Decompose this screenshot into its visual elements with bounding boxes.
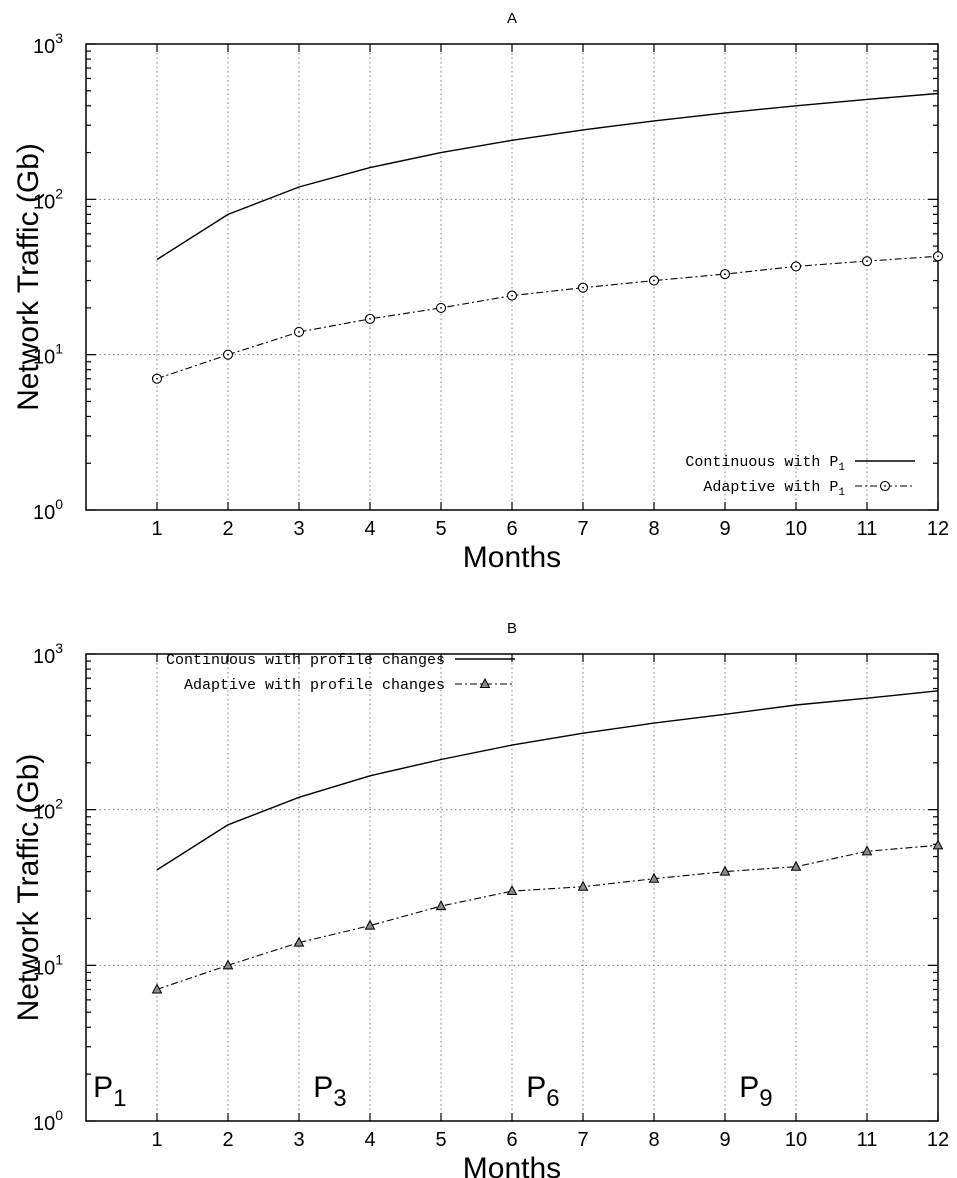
data-point — [435, 900, 447, 911]
y-tick-label: 102 — [33, 185, 63, 213]
y-axis-label: Network Traffic (Gb) — [12, 143, 45, 411]
legend-label: Continuous with P1 — [685, 454, 845, 474]
y-tick-label: 100 — [33, 1107, 63, 1135]
data-point — [648, 275, 660, 286]
x-tick-label: 5 — [435, 1129, 446, 1151]
x-tick-label: 1 — [151, 518, 162, 540]
x-tick-label: 3 — [293, 1129, 304, 1151]
data-point — [151, 373, 163, 384]
period-annotation: P9 — [739, 1071, 772, 1112]
legend-label: Adaptive with P1 — [703, 479, 845, 499]
x-tick-label: 5 — [435, 518, 446, 540]
y-tick-label: 101 — [33, 951, 63, 979]
x-tick-label: 9 — [719, 1129, 730, 1151]
y-axis-label: Network Traffic (Gb) — [12, 754, 45, 1022]
data-point — [719, 269, 731, 280]
data-point — [719, 865, 731, 876]
x-tick-label: 4 — [364, 518, 375, 540]
x-tick-label: 12 — [927, 1129, 949, 1151]
y-tick-label: 103 — [33, 30, 63, 58]
legend-entry-2: Adaptive with P1 — [703, 479, 915, 499]
data-point — [293, 936, 305, 947]
series-line-2 — [156, 255, 939, 380]
period-annotation: P6 — [526, 1071, 559, 1112]
x-tick-label: 7 — [577, 518, 588, 540]
data-point — [861, 845, 873, 856]
x-tick-label: 2 — [222, 518, 233, 540]
x-tick-label: 6 — [506, 518, 517, 540]
x-tick-label: 7 — [577, 1129, 588, 1151]
x-tick-label: 3 — [293, 518, 304, 540]
series-line-1 — [156, 92, 939, 261]
data-point — [506, 290, 518, 301]
data-point — [506, 884, 518, 896]
x-tick-label: 10 — [785, 518, 807, 540]
data-point — [151, 983, 163, 994]
x-axis-label: Months — [463, 1152, 561, 1178]
x-tick-label: 1 — [151, 1129, 162, 1151]
data-point — [364, 313, 376, 324]
chart-title: A — [507, 10, 517, 27]
x-tick-label: 9 — [719, 518, 730, 540]
data-point — [222, 959, 234, 970]
x-tick-label: 11 — [857, 1129, 878, 1151]
data-point — [790, 261, 802, 272]
chart-panel-a: 1 2 3 4 5 6 7 8 9 10 11 12100101102103AMonthsNetwor… — [12, 10, 949, 574]
series-line-2 — [156, 844, 939, 990]
data-point — [435, 302, 447, 313]
data-point — [648, 872, 660, 883]
y-tick-label: 102 — [33, 796, 63, 824]
legend-marker — [479, 677, 491, 688]
y-tick-label: 103 — [33, 640, 63, 668]
x-axis-label: Months — [463, 541, 561, 574]
legend-entry-1: Continuous with P1 — [685, 454, 915, 474]
data-point — [222, 349, 234, 360]
data-point — [364, 919, 376, 930]
legend-entry-2: Adaptive with profile changes — [184, 677, 515, 694]
series-line-1 — [156, 690, 939, 871]
chart-panel-b: 1 2 3 4 5 6 7 8 9 10 11 12100101102103BMonthsNetwor… — [12, 620, 949, 1178]
data-point — [577, 880, 589, 891]
y-tick-label: 100 — [33, 496, 63, 524]
x-tick-label: 8 — [648, 1129, 659, 1151]
legend-label: Adaptive with profile changes — [184, 677, 445, 694]
data-point — [577, 282, 589, 293]
data-point — [861, 256, 873, 267]
data-point — [932, 251, 944, 262]
legend-label: Continuous with profile changes — [166, 652, 445, 669]
x-tick-label: 10 — [785, 1129, 807, 1151]
x-tick-label: 2 — [222, 1129, 233, 1151]
x-tick-label: 8 — [648, 518, 659, 540]
data-point — [932, 839, 944, 850]
data-point — [293, 326, 305, 338]
x-tick-label: 12 — [927, 518, 949, 540]
data-point — [790, 860, 802, 871]
y-tick-label: 101 — [33, 341, 63, 369]
chart-title: B — [507, 620, 517, 637]
legend-entry-1: Continuous with profile changes — [166, 652, 515, 669]
x-tick-label: 4 — [364, 1129, 375, 1151]
x-tick-label: 6 — [506, 1129, 517, 1151]
x-tick-label: 11 — [857, 518, 878, 540]
period-annotation: P3 — [313, 1071, 346, 1112]
period-annotation: P1 — [93, 1071, 126, 1112]
